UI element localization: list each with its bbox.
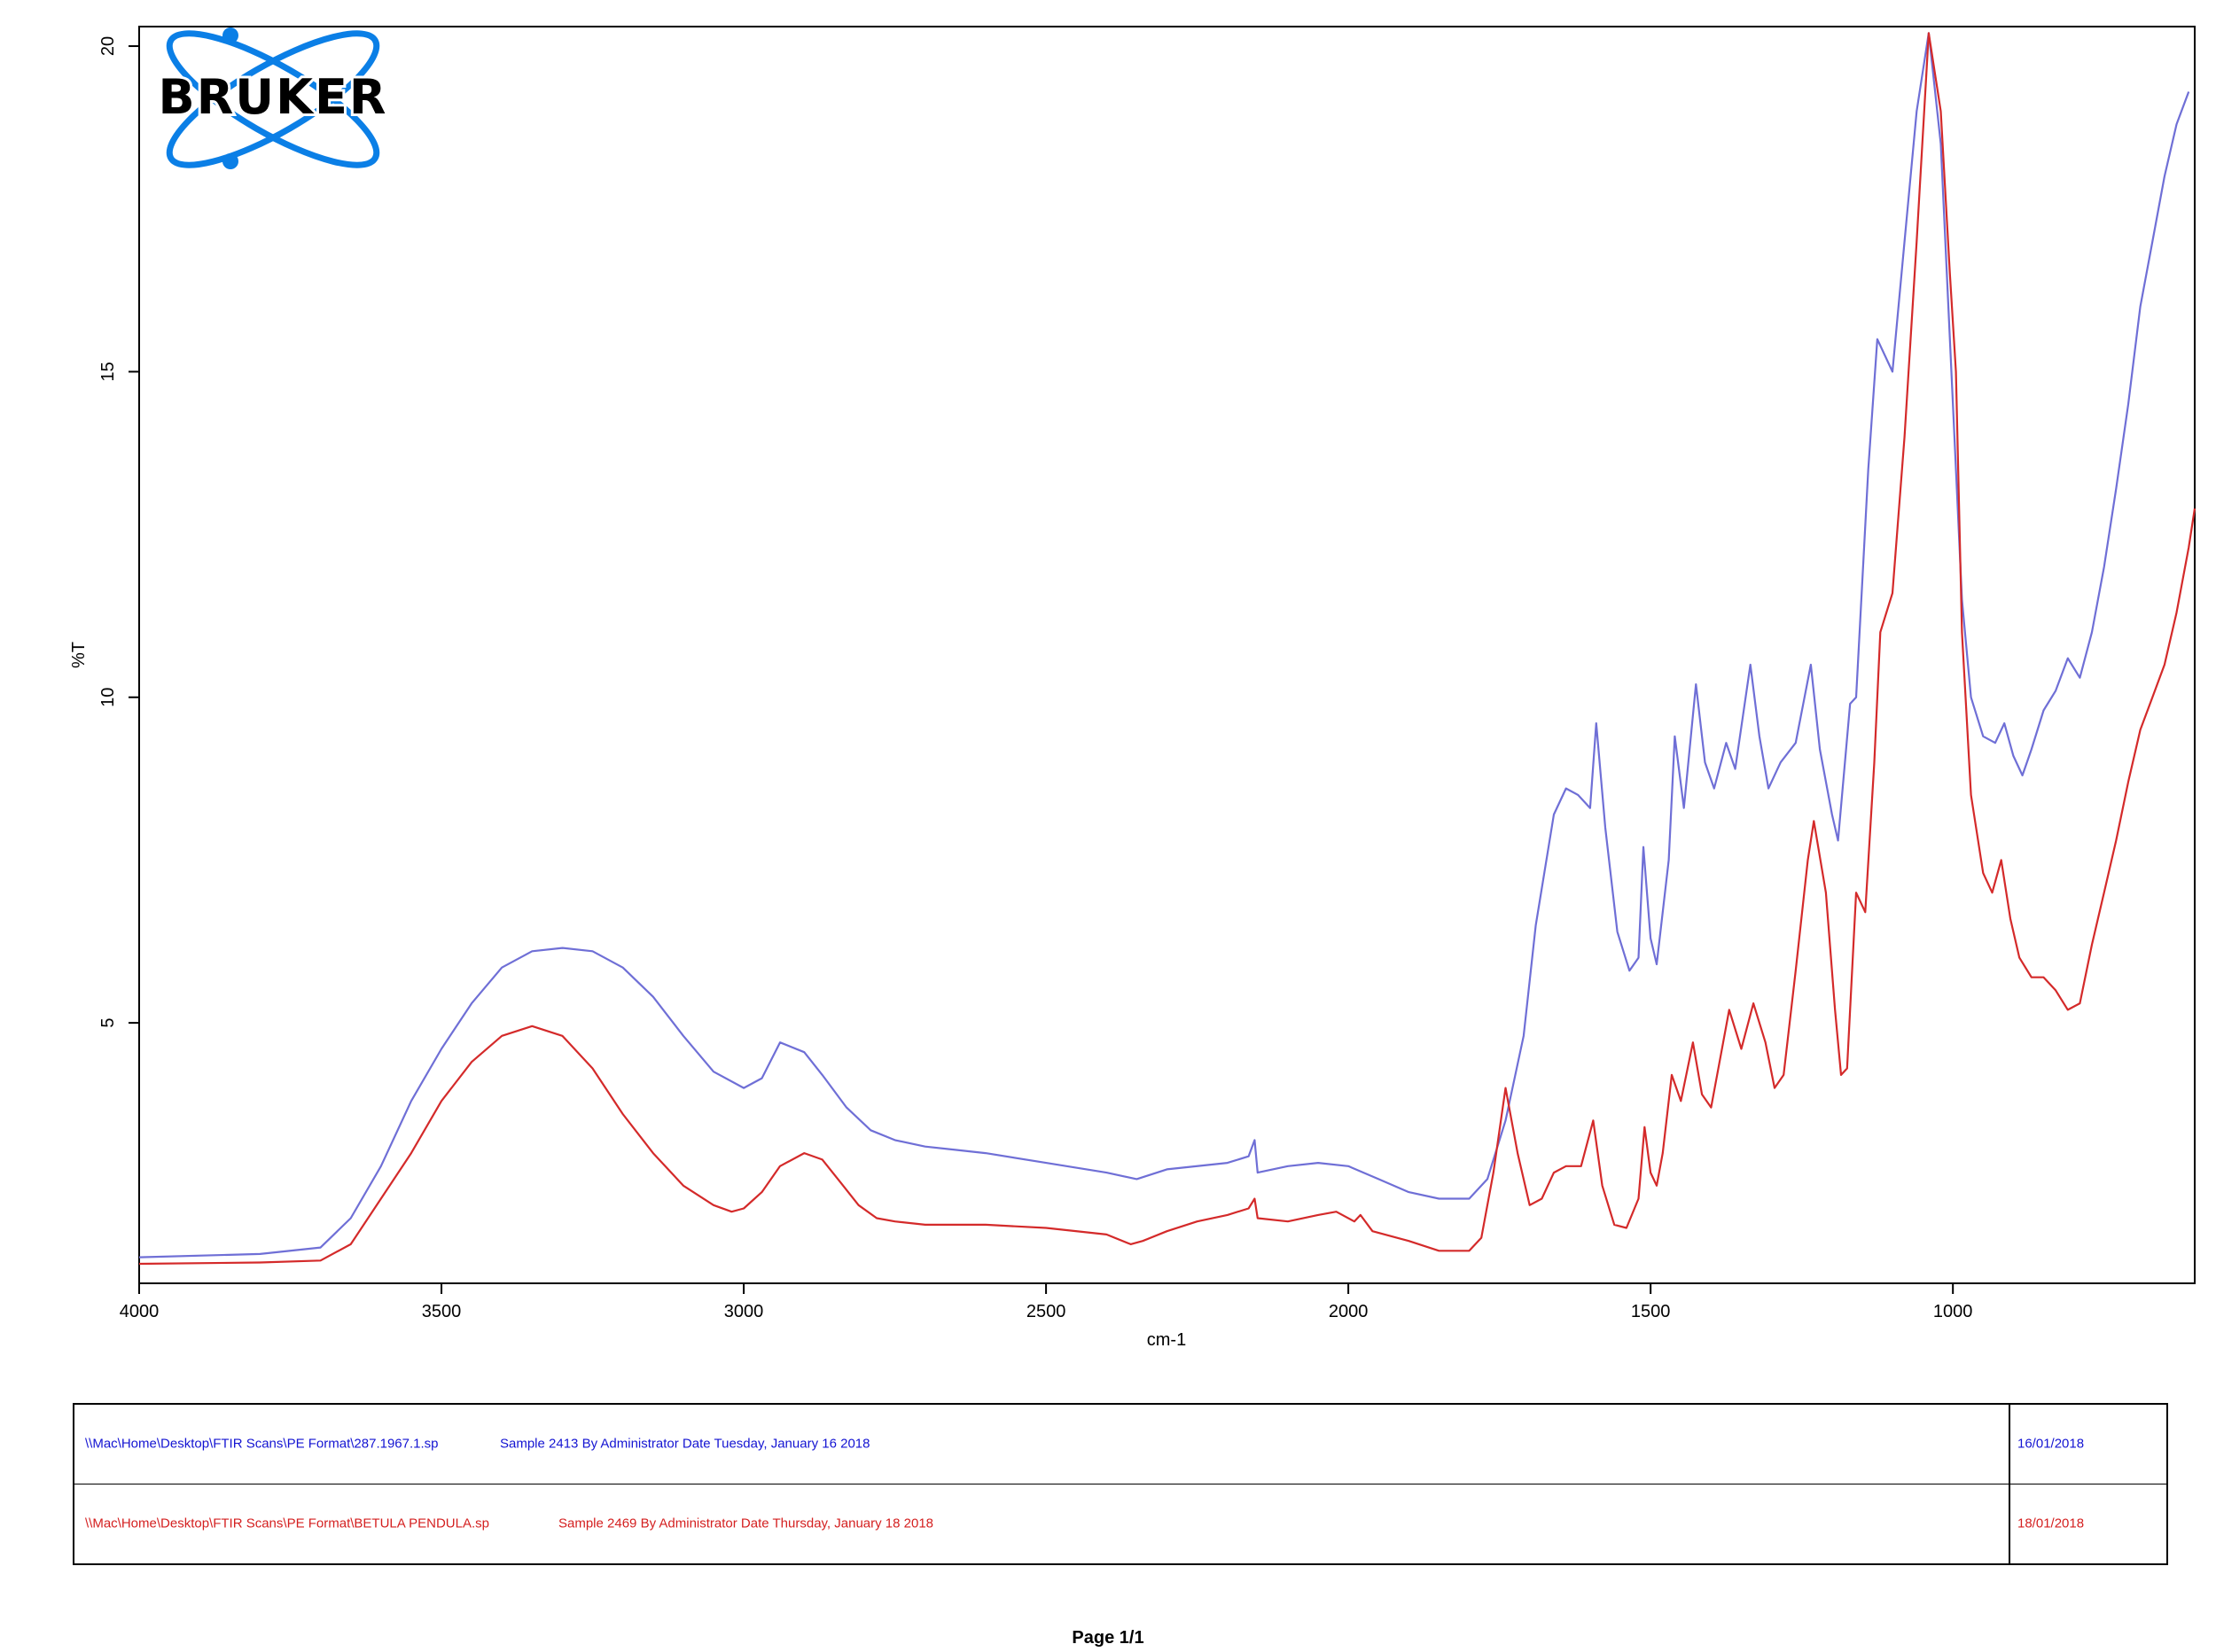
legend-column-divider <box>2009 1405 2010 1563</box>
x-tick-label: 3000 <box>724 1302 764 1321</box>
y-tick-label: 10 <box>98 688 118 707</box>
scan-date: 16/01/2018 <box>2017 1436 2085 1452</box>
x-tick-label: 3500 <box>422 1302 462 1321</box>
legend-row: \\Mac\Home\Desktop\FTIR Scans\PE Format\… <box>74 1484 2166 1564</box>
x-tick-label: 1500 <box>1631 1302 1671 1321</box>
x-tick-label: 4000 <box>120 1302 160 1321</box>
legend-row: \\Mac\Home\Desktop\FTIR Scans\PE Format\… <box>74 1405 2166 1484</box>
scan-date: 18/01/2018 <box>2017 1516 2085 1531</box>
x-tick-label: 2500 <box>1026 1302 1066 1321</box>
y-axis: 5 10 15 20 <box>98 36 139 1028</box>
sample-description: Sample 2469 By Administrator Date Thursd… <box>558 1516 934 1531</box>
y-tick-label: 5 <box>98 1018 118 1028</box>
file-path: \\Mac\Home\Desktop\FTIR Scans\PE Format\… <box>85 1516 489 1531</box>
bruker-logo: BRUKER <box>156 27 388 169</box>
plot-frame <box>138 26 2196 1284</box>
x-axis: 4000 3500 3000 2500 2000 1500 1000 <box>120 1283 1973 1321</box>
legend-table: \\Mac\Home\Desktop\FTIR Scans\PE Format\… <box>73 1403 2168 1565</box>
file-path: \\Mac\Home\Desktop\FTIR Scans\PE Format\… <box>85 1436 439 1452</box>
sample-description: Sample 2413 By Administrator Date Tuesda… <box>500 1436 870 1452</box>
logo-text: BRUKER <box>159 69 388 125</box>
atom-orbit-icon <box>166 27 380 169</box>
series-layer <box>138 32 2196 1266</box>
series-line-2 <box>138 32 2196 1266</box>
x-tick-label: 1000 <box>1933 1302 1973 1321</box>
y-tick-label: 15 <box>98 362 118 381</box>
series-line-1 <box>138 32 2190 1258</box>
x-axis-label: cm-1 <box>1147 1330 1186 1350</box>
y-axis-label: %T <box>69 642 89 668</box>
x-tick-label: 2000 <box>1329 1302 1369 1321</box>
page-number: Page 1/1 <box>1072 1628 1144 1648</box>
y-tick-label: 20 <box>98 36 118 56</box>
